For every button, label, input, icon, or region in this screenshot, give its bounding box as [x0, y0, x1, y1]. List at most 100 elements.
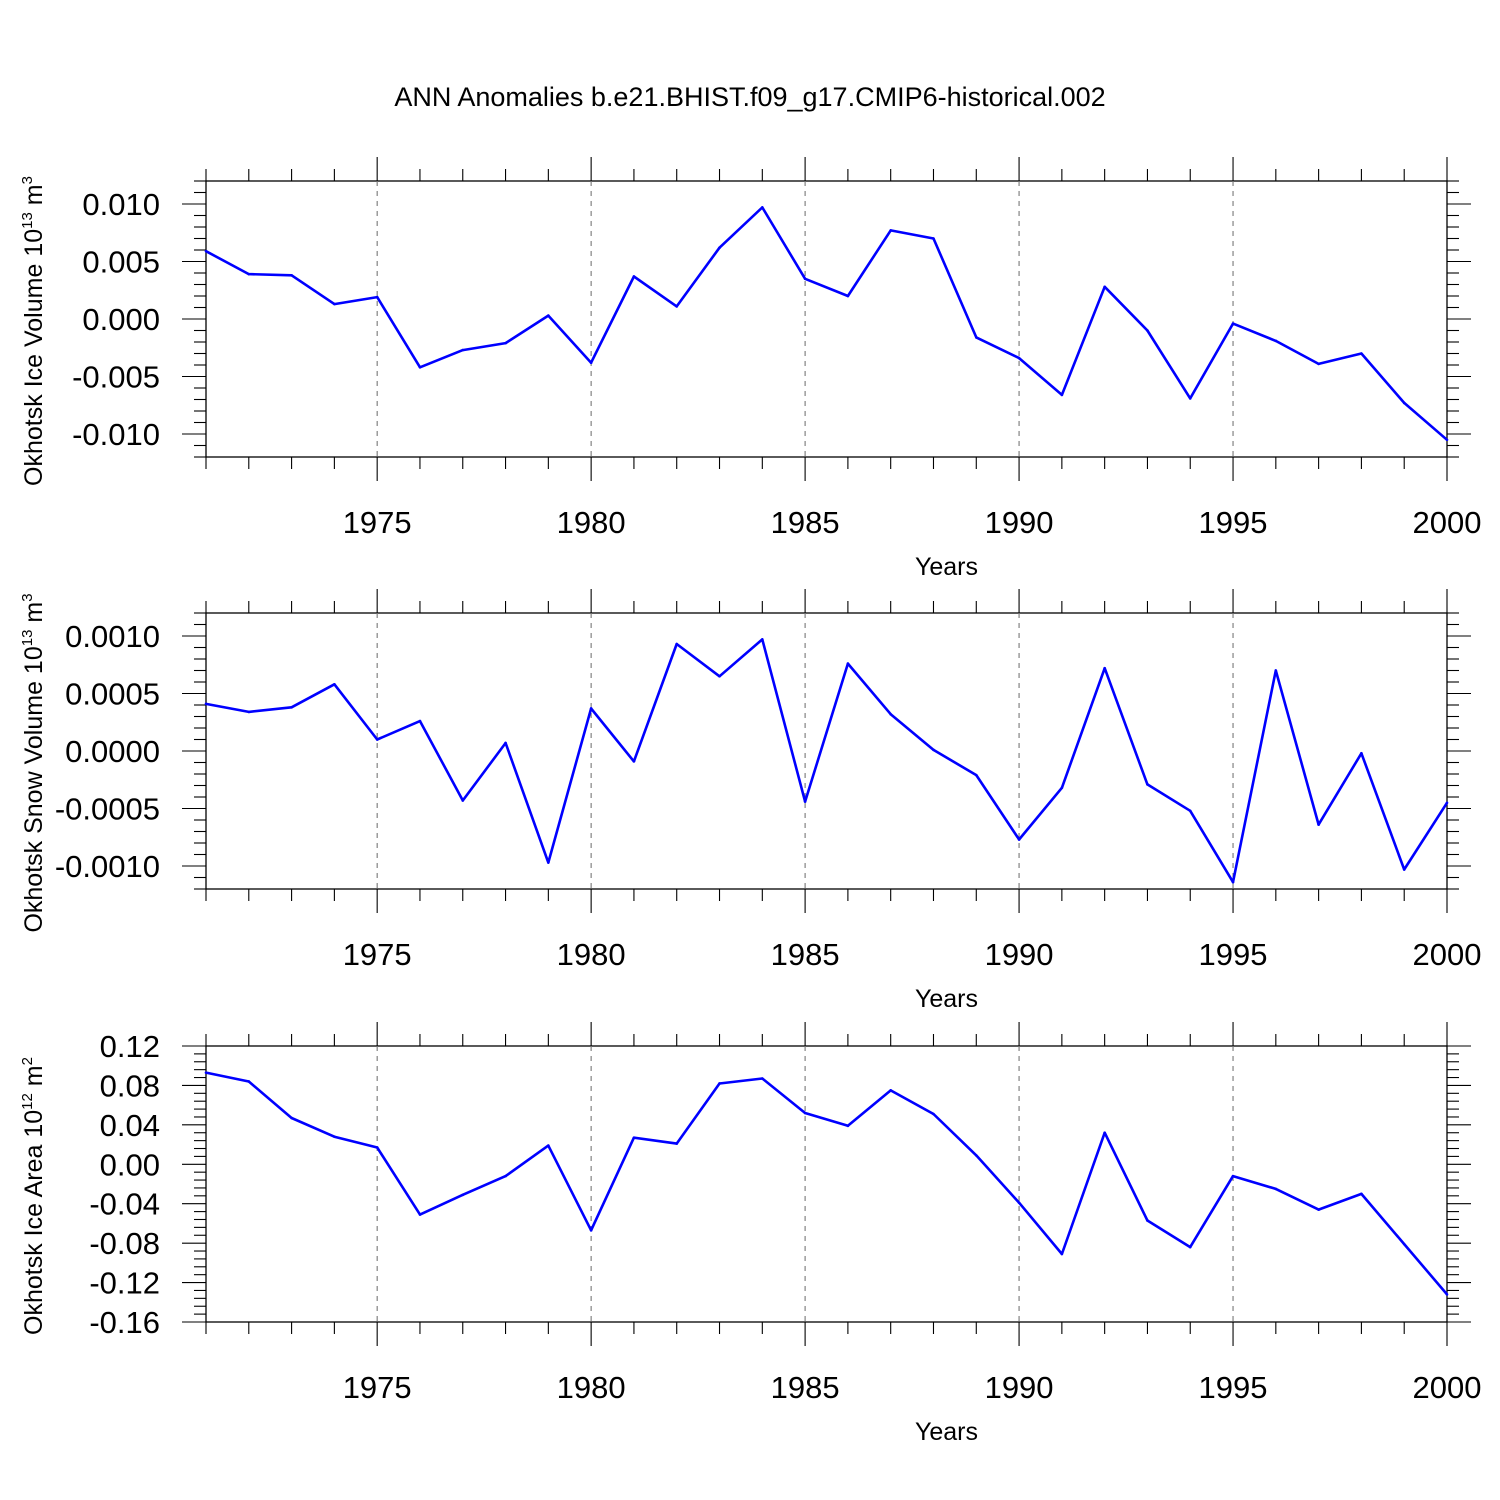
data-point	[761, 638, 764, 641]
data-point	[418, 366, 422, 369]
data-point	[932, 1112, 935, 1116]
data-point	[418, 719, 422, 723]
data-point	[204, 702, 208, 706]
data-point	[632, 1136, 636, 1139]
data-point	[932, 237, 935, 240]
x-tick-label: 1985	[771, 505, 840, 540]
data-point	[1317, 362, 1320, 366]
plot-frame	[205, 180, 1448, 458]
data-point	[547, 314, 550, 317]
x-tick-label: 1995	[1199, 937, 1268, 972]
data-point	[803, 277, 807, 281]
data-point	[632, 760, 636, 763]
data-point	[889, 1089, 892, 1092]
y-tick-label: 0.08	[100, 1068, 160, 1103]
y-tick-label: -0.16	[89, 1305, 160, 1340]
data-point	[461, 1193, 465, 1197]
data-point	[1017, 1201, 1021, 1205]
data-point	[375, 1146, 379, 1149]
y-tick-label: -0.12	[89, 1266, 160, 1301]
data-point	[589, 361, 593, 365]
y-axis-label-part: Okhotsk Ice Area 10	[20, 1110, 48, 1335]
x-tick-label: 1980	[557, 1370, 626, 1405]
x-axis-label: Years	[915, 553, 978, 581]
data-point	[718, 674, 721, 678]
y-axis-label-part: m	[20, 184, 48, 212]
data-point	[290, 706, 293, 709]
data-point	[375, 295, 379, 299]
data-point	[1317, 823, 1320, 826]
data-point	[204, 1071, 208, 1074]
data-point	[1146, 329, 1149, 332]
data-point	[761, 206, 764, 209]
x-tick-label: 2000	[1413, 1370, 1482, 1405]
data-point	[889, 712, 892, 716]
plot-frame	[205, 612, 1448, 890]
y-tick-label: 0.12	[100, 1029, 160, 1064]
data-point	[247, 1080, 251, 1083]
data-point	[718, 246, 721, 249]
data-point	[846, 662, 850, 665]
y-tick-label: -0.04	[89, 1187, 160, 1222]
data-point	[932, 748, 935, 752]
data-series-line	[205, 638, 1449, 884]
y-axis-label: Okhotsk Snow Volume 1013 m3	[19, 593, 48, 932]
x-tick-label: 1980	[557, 505, 626, 540]
data-point	[1231, 322, 1235, 325]
data-point	[632, 275, 636, 278]
data-point	[1402, 401, 1406, 405]
data-point	[1017, 356, 1021, 360]
data-point	[1146, 783, 1149, 786]
plot-frame	[205, 1045, 1448, 1323]
x-tick-label: 1990	[985, 1370, 1054, 1405]
y-tick-label: 0.000	[82, 302, 160, 337]
x-axis-label: Years	[915, 985, 978, 1013]
y-tick-label: 0.005	[82, 245, 160, 280]
data-point	[846, 294, 850, 298]
y-tick-label: -0.08	[89, 1226, 160, 1261]
data-point	[675, 305, 679, 308]
data-point	[375, 738, 379, 741]
data-point	[1188, 809, 1192, 813]
data-point	[418, 1213, 422, 1216]
y-tick-label: 0.00	[100, 1147, 160, 1182]
data-point	[1360, 1192, 1363, 1196]
data-point	[1445, 438, 1449, 442]
y-tick-label: -0.0010	[55, 849, 160, 884]
x-tick-label: 2000	[1413, 505, 1482, 540]
data-point	[504, 341, 507, 345]
data-point	[1103, 1131, 1106, 1135]
data-point	[803, 800, 807, 803]
data-point	[974, 336, 978, 339]
data-point	[247, 710, 251, 714]
data-point	[1360, 752, 1363, 755]
data-point	[547, 1144, 550, 1147]
data-point	[1103, 666, 1106, 670]
data-point	[761, 1077, 764, 1080]
y-axis-label-part: m	[20, 1065, 48, 1093]
data-point	[461, 799, 465, 802]
data-point	[1360, 352, 1363, 355]
y-axis-label-exponent: 13	[19, 630, 36, 647]
x-tick-label: 2000	[1413, 937, 1482, 972]
data-point	[1017, 838, 1021, 841]
data-point	[675, 1142, 679, 1145]
data-point	[333, 1135, 336, 1138]
data-point	[1274, 339, 1278, 343]
panels: 1975 1980 1985 1990 1995 2000 0.010 0.005 0.000 -…	[19, 157, 1481, 1446]
data-point	[675, 642, 679, 646]
data-point	[846, 1124, 850, 1128]
data-point	[1060, 1252, 1064, 1256]
y-axis-label-part: Okhotsk Snow Volume 10	[20, 646, 48, 932]
data-point	[547, 861, 550, 864]
y-axis-label-exponent: 12	[19, 1093, 36, 1110]
data-point	[1060, 393, 1064, 397]
y-tick-label: -0.010	[72, 417, 160, 452]
y-tick-label: 0.010	[82, 187, 160, 222]
data-point	[1146, 1219, 1149, 1222]
data-point	[1445, 1293, 1449, 1296]
panel-2: 1975 1980 1985 1990 1995 2000 0.0010 0.0005 0.00…	[19, 589, 1481, 1013]
y-tick-label: 0.0005	[65, 677, 160, 712]
data-point	[1402, 868, 1406, 871]
